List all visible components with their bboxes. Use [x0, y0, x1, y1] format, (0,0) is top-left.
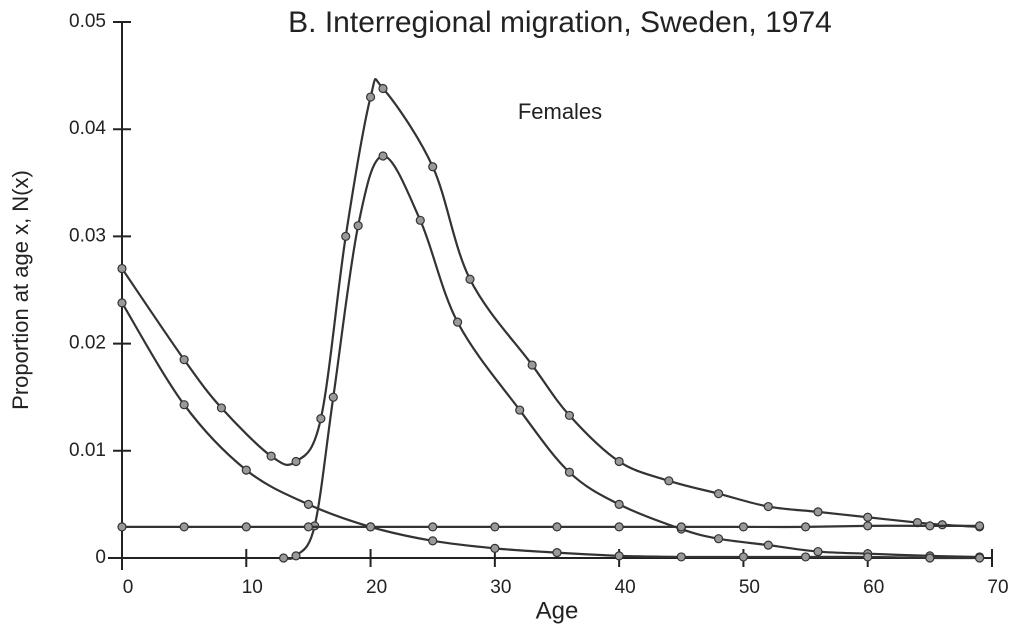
data-point [713, 489, 724, 499]
data-point [863, 512, 873, 522]
data-point [303, 499, 314, 509]
data-point [117, 263, 127, 274]
data-point [452, 317, 463, 327]
data-point [614, 499, 624, 509]
data-point [179, 400, 189, 410]
data-point [179, 355, 189, 365]
y-tick-label: 0.03 [69, 225, 106, 246]
annotation: Females [518, 99, 602, 124]
data-point [738, 552, 749, 562]
chart-title: B. Interregional migration, Sweden, 1974 [288, 6, 832, 39]
data-point [465, 274, 475, 284]
data-point [365, 92, 376, 102]
data-point [241, 522, 251, 532]
data-point [925, 521, 935, 531]
data-point [614, 456, 624, 467]
data-point [291, 456, 301, 467]
data-point [664, 476, 674, 486]
data-point [763, 501, 773, 512]
x-axis-label: Age [536, 597, 579, 624]
x-tick-label: 10 [242, 577, 263, 598]
data-point [974, 521, 985, 531]
data-point [974, 553, 985, 563]
y-tick-label: 0.05 [69, 11, 106, 32]
data-point [813, 546, 823, 557]
y-tick-label: 0.01 [69, 440, 106, 461]
data-point [328, 392, 338, 402]
data-point [763, 540, 773, 550]
x-tick-label: 50 [739, 577, 760, 598]
y-axis-label: Proportion at age x, N(x) [8, 170, 33, 410]
data-point [428, 162, 438, 172]
data-point [564, 410, 575, 421]
x-tick-label: 30 [490, 577, 511, 598]
data-point [415, 215, 425, 225]
data-point [378, 83, 388, 94]
data-point [216, 403, 227, 413]
data-point [863, 552, 873, 562]
data-point [800, 522, 811, 532]
data-point [863, 521, 873, 531]
data-point [813, 507, 823, 517]
data-point [241, 465, 251, 475]
data-point [925, 553, 935, 563]
series-line [283, 154, 980, 560]
data-point [564, 467, 575, 477]
data-point [527, 360, 537, 370]
data-point [291, 551, 301, 561]
x-tick-label: 40 [615, 577, 636, 598]
data-point [800, 552, 811, 562]
y-tick-label: 0.02 [69, 333, 106, 354]
data-point [428, 522, 438, 532]
data-point [614, 551, 624, 561]
data-point [738, 522, 749, 532]
data-point [713, 534, 724, 544]
data-point [490, 543, 500, 553]
x-tick-label: 60 [863, 577, 884, 598]
data-point [552, 522, 562, 532]
data-point [341, 231, 351, 241]
x-tick-label: 0 [123, 577, 134, 598]
series-line [121, 78, 980, 529]
data-point [303, 522, 314, 532]
data-point [278, 553, 289, 563]
data-point [614, 522, 624, 532]
data-point [266, 451, 276, 461]
data-point [552, 548, 562, 558]
data-point [515, 405, 525, 415]
data-point [117, 522, 127, 532]
x-tick-label: 70 [987, 577, 1008, 598]
data-point [365, 522, 376, 532]
data-point [117, 298, 127, 308]
x-tick-label: 20 [366, 577, 387, 598]
data-point [490, 522, 500, 532]
data-point [316, 414, 326, 424]
data-point [676, 522, 686, 532]
y-tick-label: 0.04 [69, 118, 106, 139]
data-point [179, 522, 189, 532]
data-point [378, 151, 388, 161]
y-tick-label: 0 [95, 547, 106, 568]
series-line [121, 302, 980, 560]
data-point [676, 552, 686, 562]
data-point [428, 536, 438, 546]
data-point [353, 221, 363, 231]
